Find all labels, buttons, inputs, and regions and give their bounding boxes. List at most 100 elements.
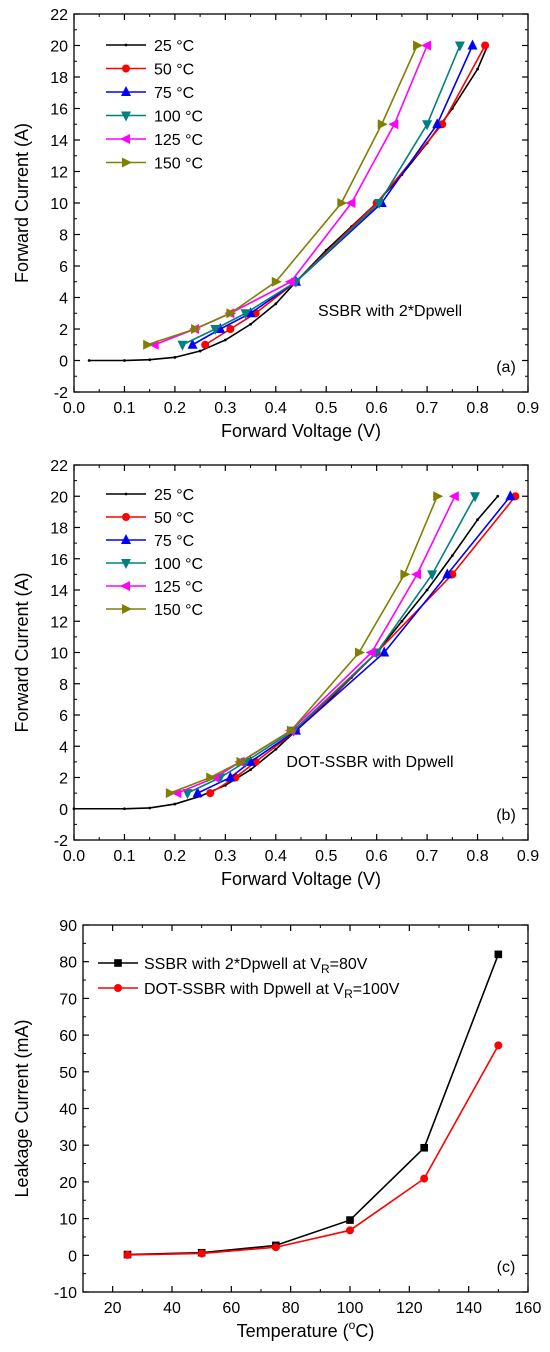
x-tick-label: 0.8 (466, 848, 488, 865)
data-point (377, 119, 388, 130)
data-point (286, 725, 297, 736)
data-point (271, 1243, 280, 1252)
y-tick-label: 40 (59, 1102, 77, 1119)
x-tick-label: 0.6 (366, 848, 388, 865)
y-tick-label: 0 (68, 1248, 77, 1265)
legend-entry-0: SSBR with 2*Dpwell at VR=80V (98, 956, 368, 976)
data-point (425, 588, 429, 592)
data-point (274, 302, 278, 306)
plot-frame (73, 464, 529, 841)
x-tick-label: 140 (455, 1300, 482, 1317)
y-tick-label: -2 (54, 385, 68, 402)
data-point (197, 1249, 206, 1258)
data-point (496, 494, 500, 498)
x-tick-label: 0.6 (366, 400, 388, 417)
x-tick-label: 160 (515, 1300, 542, 1317)
data-point (505, 490, 516, 501)
chart-panel-c: 20 40 60 80 100 120 140 160 -10 0 10 20 30 40 50 60 70 80… (12, 918, 541, 1341)
y-tick-label: 22 (50, 458, 68, 475)
series-4 (171, 491, 459, 799)
y-axis-label: Leakage Current (mA) (12, 1019, 32, 1197)
x-tick-label: 0.5 (315, 848, 337, 865)
y-tick-label: -2 (54, 833, 68, 850)
x-tick-label: 0.0 (63, 848, 85, 865)
legend-marker (124, 43, 128, 47)
legend-marker (114, 959, 122, 967)
data-point (201, 340, 210, 349)
y-tick-label: 16 (50, 102, 68, 119)
panel-label: (c) (497, 1259, 516, 1276)
x-axis-label: Forward Voltage (V) (221, 869, 381, 889)
legend-entry-2: 75 °C (106, 533, 194, 550)
x-tick-label: 40 (163, 1300, 181, 1317)
y-tick-label: 10 (59, 1212, 77, 1229)
y-tick-label: 0 (59, 354, 68, 371)
y-tick-label: 2 (59, 322, 68, 339)
data-point (379, 646, 390, 657)
data-point (240, 309, 251, 320)
legend-marker (120, 134, 130, 144)
x-tick-label: 0.7 (416, 400, 438, 417)
legend-entry-0: 25 °C (106, 38, 194, 55)
panel-annotation: DOT-SSBR with Dpwell (286, 754, 453, 771)
series-5 (165, 491, 444, 799)
y-tick-label: 6 (59, 708, 68, 725)
legend-marker (122, 513, 130, 521)
legend-marker (114, 984, 122, 992)
legend-label-main: SSBR with 2*Dpwell at V (144, 956, 321, 973)
x-tick-label: 0.9 (517, 848, 539, 865)
data-point (245, 307, 256, 318)
data-point (365, 647, 376, 658)
data-point (345, 198, 356, 208)
y-tick-label: 12 (50, 614, 68, 631)
legend-label: 150 °C (154, 602, 203, 619)
series-line-3 (187, 495, 476, 794)
legend-marker (120, 581, 130, 591)
data-point (173, 355, 177, 359)
data-point (165, 788, 176, 799)
data-point (226, 308, 237, 319)
y-tick-label: 0 (59, 802, 68, 819)
x-axis-label: Forward Voltage (V) (221, 421, 381, 441)
x-axis-label-sup: o (349, 1318, 356, 1332)
y-tick-label: 16 (50, 552, 68, 569)
data-point (470, 492, 481, 503)
x-tick-label: 120 (396, 1300, 423, 1317)
x-tick-label: 0.2 (164, 400, 186, 417)
legend-entry-2: 75 °C (106, 85, 194, 102)
y-tick-label: 10 (50, 196, 68, 213)
data-point (173, 802, 177, 806)
data-point (206, 789, 215, 798)
x-tick-label: 0.5 (315, 400, 337, 417)
data-point (123, 1250, 132, 1259)
data-point (346, 1216, 354, 1224)
data-point (271, 276, 282, 287)
legend-label: DOT-SSBR with Dpwell at VR=100V (144, 981, 400, 1001)
data-point (236, 756, 247, 767)
y-tick-label: 30 (59, 1138, 77, 1155)
data-point (249, 322, 252, 326)
y-axis-label: Forward Current (A) (12, 123, 32, 283)
legend-entry-3: 100 °C (106, 556, 203, 573)
data-point (274, 747, 278, 751)
data-point (191, 324, 202, 334)
x-tick-label: 0.1 (113, 400, 135, 417)
x-axis-label-main: Temperature ( (237, 1321, 349, 1341)
legend-marker (122, 64, 130, 73)
legend-marker (122, 157, 132, 168)
data-point (206, 772, 217, 783)
series-line-5 (169, 495, 438, 794)
data-point (467, 39, 478, 50)
x-tick-label: 60 (222, 1300, 240, 1317)
data-point (450, 554, 454, 558)
data-point (171, 788, 182, 799)
y-tick-label: 8 (59, 677, 68, 694)
x-tick-label: 0.3 (214, 400, 236, 417)
legend-marker (121, 559, 131, 569)
legend-marker (121, 534, 131, 544)
data-point (411, 569, 422, 580)
series-line-4 (154, 45, 428, 346)
data-point (192, 787, 203, 798)
data-point (494, 1041, 503, 1050)
data-point (400, 569, 411, 580)
